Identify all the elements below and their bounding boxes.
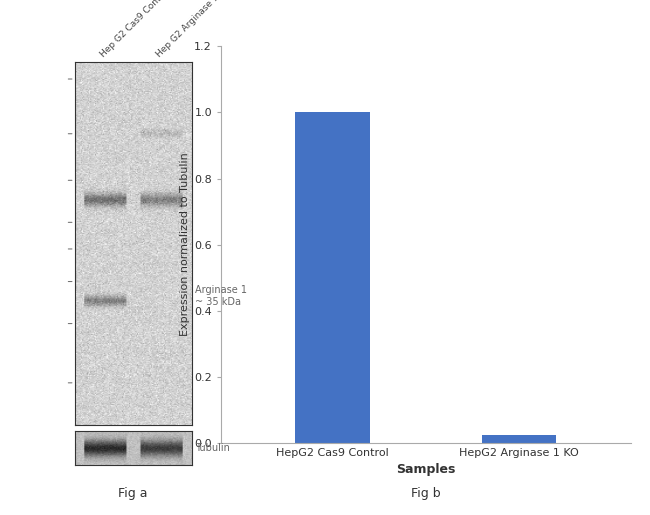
Text: 30: 30	[476, 319, 488, 328]
Text: Hep G2 Cas9 Control: Hep G2 Cas9 Control	[99, 0, 172, 59]
Y-axis label: Expression normalized to Tubulin: Expression normalized to Tubulin	[180, 153, 190, 336]
Text: 50: 50	[476, 245, 488, 253]
Text: Tubulin: Tubulin	[195, 443, 230, 453]
Text: 40: 40	[476, 277, 488, 286]
Text: Arginase 1
~ 35 kDa: Arginase 1 ~ 35 kDa	[195, 285, 247, 307]
Text: 110: 110	[470, 129, 488, 138]
Text: 20: 20	[476, 379, 488, 387]
Bar	[482, 435, 556, 443]
Bar	[296, 112, 370, 443]
Text: Fig a: Fig a	[118, 487, 148, 500]
Text: 160: 160	[470, 75, 488, 83]
Text: Fig b: Fig b	[411, 487, 441, 500]
Text: Hep G2 Arginase 1 KO: Hep G2 Arginase 1 KO	[155, 0, 232, 59]
Text: 60: 60	[476, 218, 488, 227]
X-axis label: Samples: Samples	[396, 464, 456, 476]
Text: 80: 80	[476, 176, 488, 185]
